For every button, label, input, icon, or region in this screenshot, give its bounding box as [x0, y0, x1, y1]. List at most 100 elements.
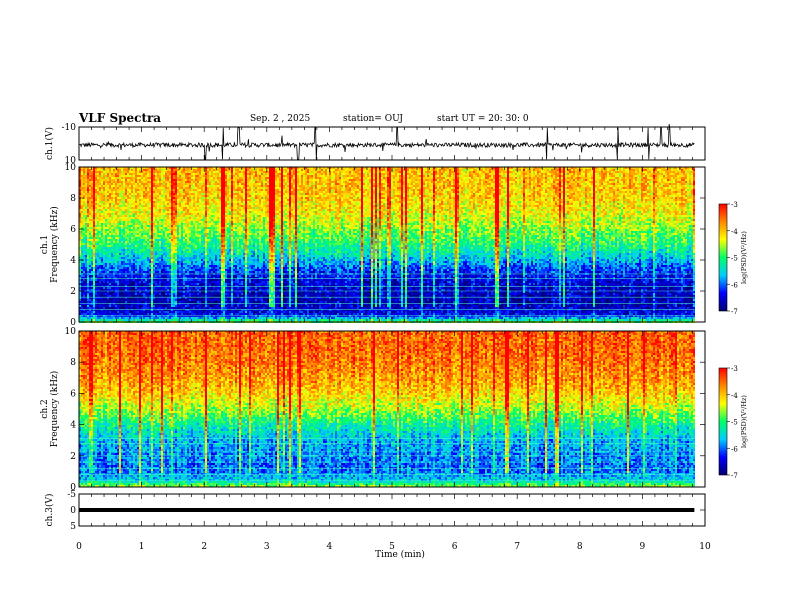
- spectrogram-cell: [87, 181, 89, 183]
- spectrogram-cell: [135, 255, 137, 257]
- spectrogram-cell: [111, 249, 113, 251]
- spectrogram-cell: [95, 197, 97, 199]
- spectrogram-cell: [107, 241, 109, 243]
- spectrogram-cell: [101, 209, 103, 211]
- spectrogram-cell: [145, 275, 147, 277]
- spectrogram-cell: [117, 193, 119, 195]
- spectrogram-cell: [147, 305, 149, 307]
- spectrogram-cell: [89, 227, 91, 229]
- spectrogram-cell: [121, 237, 123, 239]
- spectrogram-cell: [87, 257, 89, 259]
- spectrogram-cell: [93, 299, 95, 301]
- spectrogram-cell: [95, 263, 97, 265]
- spectrogram-cell: [89, 201, 91, 203]
- spectrogram-cell: [123, 221, 125, 223]
- spectrogram-cell: [85, 243, 87, 245]
- spectrogram-cell: [103, 185, 105, 187]
- spectrogram-cell: [127, 241, 129, 243]
- spectrogram-cell: [121, 229, 123, 231]
- spectrogram-cell: [95, 215, 97, 217]
- spectrogram-cell: [87, 171, 89, 173]
- spectrogram-cell: [151, 225, 153, 227]
- spectrogram-cell: [111, 201, 113, 203]
- spectrogram-cell: [129, 275, 131, 277]
- spectrogram-cell: [141, 231, 143, 233]
- spectrogram-cell: [95, 251, 97, 253]
- spectrogram-cell: [99, 231, 101, 233]
- spectrogram-cell: [81, 209, 83, 211]
- spectrogram-cell: [111, 213, 113, 215]
- spectrogram-cell: [119, 229, 121, 231]
- spectrogram-cell: [109, 305, 111, 307]
- spectrogram-cell: [133, 207, 135, 209]
- spectrogram-cell: [151, 263, 153, 265]
- spectrogram-cell: [91, 245, 93, 247]
- spectrogram-cell: [127, 301, 129, 303]
- spectrogram-cell: [93, 265, 95, 267]
- spectrogram-cell: [121, 207, 123, 209]
- spectrogram-cell: [129, 205, 131, 207]
- spectrogram-cell: [89, 243, 91, 245]
- spectrogram-cell: [111, 229, 113, 231]
- spectrogram-cell: [127, 295, 129, 297]
- spectrogram-cell: [147, 191, 149, 193]
- spectrogram-cell: [105, 217, 107, 219]
- spectrogram-cell: [121, 295, 123, 297]
- spectrogram-cell: [141, 207, 143, 209]
- spectrogram-cell: [127, 307, 129, 309]
- spectrogram-cell: [131, 199, 133, 201]
- spectrogram-cell: [121, 233, 123, 235]
- spectrogram-cell: [151, 185, 153, 187]
- spectrogram-cell: [107, 305, 109, 307]
- spectrogram-cell: [123, 281, 125, 283]
- spectrogram-cell: [83, 245, 85, 247]
- spectrogram-cell: [125, 299, 127, 301]
- spectrogram-cell: [149, 293, 151, 295]
- spectrogram-cell: [89, 217, 91, 219]
- spectrogram-cell: [91, 181, 93, 183]
- spectrogram-cell: [137, 225, 139, 227]
- spectrogram-cell: [85, 311, 87, 313]
- spectrogram-cell: [87, 319, 89, 321]
- spectrogram-cell: [131, 175, 133, 177]
- spectrogram-cell: [87, 237, 89, 239]
- spectrogram-cell: [105, 267, 107, 269]
- spectrogram-cell: [103, 307, 105, 309]
- spectrogram-cell: [107, 213, 109, 215]
- spectrogram-cell: [99, 201, 101, 203]
- spectrogram-cell: [115, 197, 117, 199]
- spectrogram-cell: [123, 229, 125, 231]
- spectrogram-cell: [81, 171, 83, 173]
- spectrogram-cell: [83, 279, 85, 281]
- spectrogram-cell: [95, 243, 97, 245]
- spectrogram-cell: [123, 243, 125, 245]
- spectrogram-cell: [85, 253, 87, 255]
- spectrogram-cell: [113, 241, 115, 243]
- spectrogram-cell: [121, 267, 123, 269]
- spectrogram-cell: [141, 253, 143, 255]
- spectrogram-cell: [141, 181, 143, 183]
- spectrogram-cell: [145, 243, 147, 245]
- spectrogram-cell: [83, 223, 85, 225]
- spectrogram-cell: [145, 239, 147, 241]
- spectrogram-cell: [97, 299, 99, 301]
- spectrogram-cell: [91, 243, 93, 245]
- spectrogram-cell: [119, 309, 121, 311]
- spectrogram-cell: [103, 259, 105, 261]
- spectrogram-cell: [131, 183, 133, 185]
- spectrogram-cell: [123, 305, 125, 307]
- spectrogram-cell: [109, 247, 111, 249]
- spectrogram-cell: [129, 235, 131, 237]
- spectrogram-cell: [95, 173, 97, 175]
- spectrogram-cell: [125, 225, 127, 227]
- spectrogram-cell: [145, 177, 147, 179]
- spectrogram-cell: [149, 213, 151, 215]
- spectrogram-cell: [111, 211, 113, 213]
- spectrogram-cell: [103, 213, 105, 215]
- spectrogram-cell: [147, 265, 149, 267]
- spectrogram-cell: [119, 249, 121, 251]
- spectrogram-cell: [107, 229, 109, 231]
- spectrogram-cell: [139, 307, 141, 309]
- spectrogram-cell: [153, 189, 155, 191]
- spectrogram-cell: [109, 191, 111, 193]
